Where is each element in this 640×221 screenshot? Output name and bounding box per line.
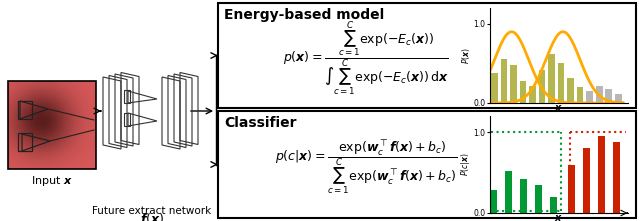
- Bar: [218, 111, 636, 218]
- Text: $p(c|\boldsymbol{x}) = \dfrac{\exp(\boldsymbol{w}_c^\top\boldsymbol{f}(\boldsymb: $p(c|\boldsymbol{x}) = \dfrac{\exp(\bold…: [275, 139, 458, 196]
- X-axis label: $\boldsymbol{x}$: $\boldsymbol{x}$: [554, 213, 563, 221]
- Text: Input $\boldsymbol{x}$: Input $\boldsymbol{x}$: [31, 174, 73, 188]
- Bar: [124, 113, 130, 126]
- Bar: [596, 86, 602, 103]
- Y-axis label: $P(\boldsymbol{x})$: $P(\boldsymbol{x})$: [460, 47, 472, 64]
- Bar: [218, 3, 636, 108]
- Bar: [586, 91, 593, 103]
- Bar: [567, 78, 574, 103]
- Bar: [613, 142, 620, 213]
- Bar: [583, 148, 590, 213]
- Bar: [520, 179, 527, 213]
- Bar: [550, 197, 557, 213]
- Bar: [491, 73, 498, 103]
- Bar: [539, 70, 545, 103]
- Bar: [577, 87, 584, 103]
- Bar: [520, 81, 527, 103]
- Bar: [529, 86, 536, 103]
- Bar: [504, 171, 512, 213]
- Bar: [490, 190, 497, 213]
- Y-axis label: $P(c|\boldsymbol{x})$: $P(c|\boldsymbol{x})$: [459, 153, 472, 176]
- Text: Classifier: Classifier: [224, 116, 296, 130]
- Bar: [557, 63, 564, 103]
- Text: Future extract network: Future extract network: [92, 206, 212, 216]
- Bar: [605, 89, 612, 103]
- Bar: [8, 81, 96, 169]
- Bar: [18, 133, 32, 151]
- Bar: [598, 136, 605, 213]
- Bar: [568, 164, 575, 213]
- Bar: [18, 101, 32, 119]
- Bar: [500, 59, 508, 103]
- Bar: [124, 90, 130, 103]
- X-axis label: $\boldsymbol{x}$: $\boldsymbol{x}$: [554, 103, 563, 113]
- Text: $\boldsymbol{f}(\boldsymbol{x})$: $\boldsymbol{f}(\boldsymbol{x})$: [140, 211, 164, 221]
- Bar: [535, 185, 542, 213]
- Bar: [510, 65, 517, 103]
- Bar: [614, 93, 621, 103]
- Bar: [548, 54, 555, 103]
- Text: Energy-based model: Energy-based model: [224, 8, 384, 22]
- Text: $p(\boldsymbol{x}) = \dfrac{\sum_{c=1}^{C} \exp(-E_c(\boldsymbol{x}))}{\int \sum: $p(\boldsymbol{x}) = \dfrac{\sum_{c=1}^{…: [283, 20, 449, 97]
